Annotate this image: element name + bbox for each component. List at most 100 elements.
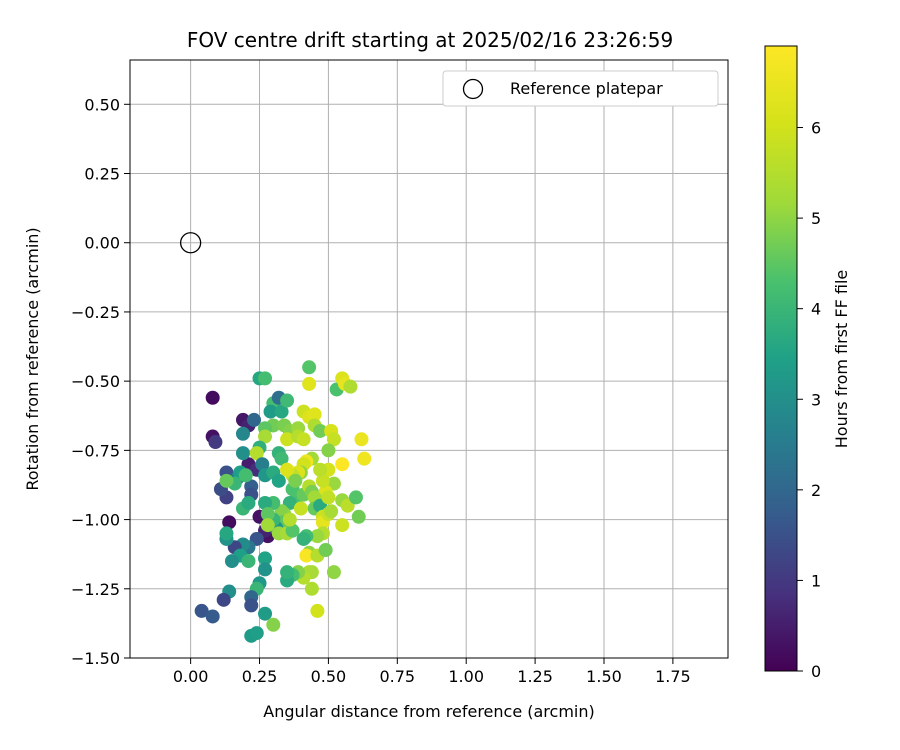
legend-marker — [462, 78, 484, 100]
y-tick-label: −1.25 — [71, 580, 120, 599]
data-point — [293, 501, 308, 516]
data-point — [258, 429, 273, 444]
data-point — [313, 462, 328, 477]
x-tick-label: 1.50 — [586, 667, 622, 686]
data-point — [274, 404, 289, 419]
colorbar-tick-label: 1 — [811, 571, 821, 590]
data-point — [357, 451, 372, 466]
data-point — [274, 451, 289, 466]
data-point — [249, 446, 264, 461]
data-point — [260, 507, 275, 522]
y-axis-label: Rotation from reference (arcmin) — [23, 227, 42, 490]
data-point — [263, 404, 278, 419]
x-axis-label: Angular distance from reference (arcmin) — [263, 702, 594, 721]
reference-marker — [179, 232, 202, 254]
colorbar-tick-label: 3 — [811, 390, 821, 409]
data-point — [310, 529, 325, 544]
data-point — [258, 562, 273, 577]
plot-frame — [129, 59, 729, 659]
data-point — [205, 390, 220, 405]
x-axis-ticks: 0.00 0.25 0.50 0.75 1.00 1.25 1.50 1.75 — [173, 658, 691, 686]
data-point — [302, 360, 317, 375]
data-point — [247, 412, 262, 427]
data-point — [258, 606, 273, 621]
data-point — [208, 435, 223, 450]
data-point — [310, 603, 325, 618]
data-point — [219, 473, 234, 488]
colorbar-tick-label: 4 — [811, 300, 821, 319]
data-point — [255, 457, 270, 472]
data-point — [241, 554, 256, 569]
data-point — [266, 617, 281, 632]
data-point — [324, 504, 339, 519]
x-tick-label: 1.75 — [655, 667, 691, 686]
data-point — [304, 581, 319, 596]
data-point — [235, 446, 250, 461]
colorbar-label: Hours from first FF file — [832, 270, 851, 449]
data-point — [241, 495, 256, 510]
data-point — [219, 526, 234, 541]
y-axis-ticks: 0.50 0.25 0.00 −0.25 −0.50 −0.75 −1.00 −1.25 −1.… — [71, 95, 130, 668]
data-point — [302, 376, 317, 391]
data-point — [235, 426, 250, 441]
data-point — [216, 592, 231, 607]
y-tick-label: −0.25 — [71, 303, 120, 322]
x-tick-label: 0.75 — [379, 667, 415, 686]
data-point — [222, 515, 237, 530]
reference-marker-group — [179, 232, 202, 254]
chart-title: FOV centre drift starting at 2025/02/16 … — [187, 28, 673, 52]
data-point — [258, 551, 273, 566]
data-point — [348, 490, 363, 505]
data-point — [258, 371, 273, 386]
data-point — [258, 495, 273, 510]
data-point — [249, 626, 264, 641]
colorbar-tick-label: 6 — [811, 119, 821, 138]
data-point — [238, 468, 253, 483]
x-tick-label: 0.00 — [173, 667, 209, 686]
data-point — [296, 432, 311, 447]
data-point — [194, 603, 209, 618]
colorbar-tick-label: 5 — [811, 209, 821, 228]
colorbar-ticks: 0 1 2 3 4 5 6 — [797, 119, 821, 681]
y-tick-label: 0.25 — [84, 165, 120, 184]
legend-label: Reference platepar — [510, 79, 663, 98]
x-tick-label: 0.25 — [242, 667, 278, 686]
x-tick-label: 0.50 — [311, 667, 347, 686]
data-point — [326, 565, 341, 580]
data-point — [326, 432, 341, 447]
data-point — [321, 443, 336, 458]
data-point — [351, 509, 366, 524]
data-point — [296, 531, 311, 546]
data-point — [271, 473, 286, 488]
y-tick-label: −0.50 — [71, 372, 120, 391]
data-point — [299, 548, 314, 563]
x-tick-label: 1.00 — [448, 667, 484, 686]
data-point — [280, 565, 295, 580]
data-point — [288, 473, 303, 488]
data-point — [335, 518, 350, 533]
x-tick-label: 1.25 — [517, 667, 553, 686]
data-point — [282, 512, 297, 527]
y-tick-label: 0.00 — [84, 234, 120, 253]
y-tick-label: 0.50 — [84, 95, 120, 114]
data-point — [335, 457, 350, 472]
data-point — [343, 379, 358, 394]
data-point — [280, 462, 295, 477]
scatter-points — [194, 360, 372, 643]
data-point — [354, 432, 369, 447]
y-tick-label: −1.50 — [71, 649, 120, 668]
data-point — [313, 423, 328, 438]
legend-box — [442, 70, 719, 107]
legend: Reference platepar — [442, 70, 719, 107]
data-point — [260, 518, 275, 533]
data-point — [285, 523, 300, 538]
data-point — [280, 393, 295, 408]
colorbar-tick-label: 2 — [811, 481, 821, 500]
data-point — [224, 554, 239, 569]
colorbar-tick-label: 0 — [811, 662, 821, 681]
data-point — [280, 432, 295, 447]
data-point — [318, 543, 333, 558]
colorbar — [764, 45, 798, 672]
y-tick-label: −0.75 — [71, 441, 120, 460]
